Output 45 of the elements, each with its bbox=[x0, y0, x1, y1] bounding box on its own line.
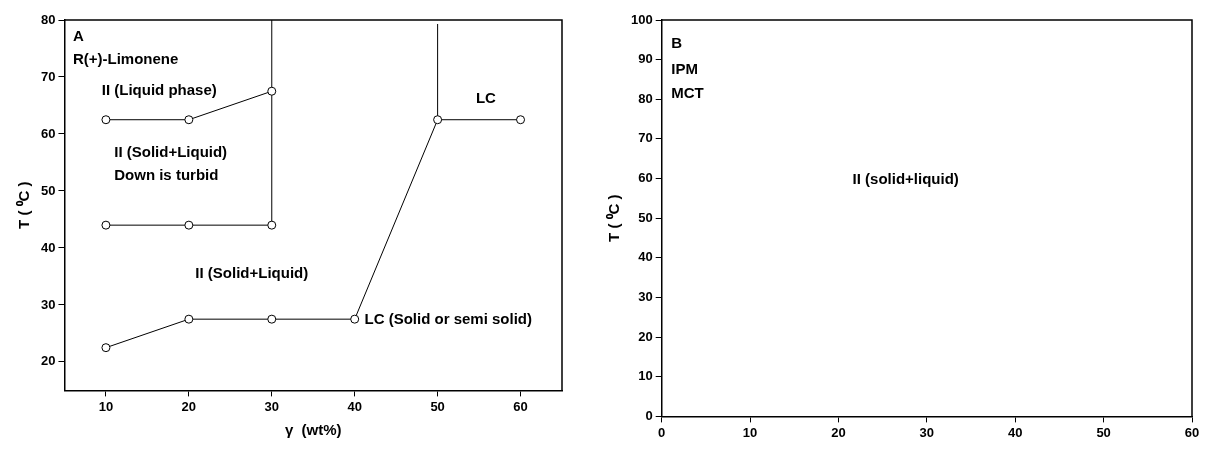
y-tick-label: 90 bbox=[638, 51, 653, 67]
y-tick-label: 80 bbox=[40, 11, 56, 27]
annotation: A bbox=[72, 27, 84, 45]
annotation: II (Solid+Liquid) bbox=[195, 264, 309, 282]
x-tick-label: 60 bbox=[513, 398, 528, 414]
y-tick-label: 30 bbox=[40, 296, 56, 312]
x-tick-label: 30 bbox=[919, 424, 935, 440]
x-tick-label: 10 bbox=[98, 398, 114, 414]
x-axis-title: γ (wt%) bbox=[284, 421, 342, 439]
x-tick-label: 40 bbox=[1008, 424, 1023, 440]
y-tick-label: 50 bbox=[40, 182, 56, 198]
annotation: B bbox=[671, 33, 683, 51]
annotation: Down is turbid bbox=[114, 165, 219, 183]
y-tick-label: 80 bbox=[638, 90, 653, 106]
annotation: R(+)-Limonene bbox=[72, 50, 179, 68]
annotation: LC (Solid or semi solid) bbox=[364, 310, 532, 328]
annotation: II (solid+liquid) bbox=[852, 170, 959, 188]
x-tick-label: 40 bbox=[347, 398, 362, 414]
x-tick-label: 20 bbox=[181, 398, 197, 414]
x-tick-label: 50 bbox=[1096, 424, 1111, 440]
y-tick-label: 20 bbox=[638, 328, 653, 344]
y-tick-label: 70 bbox=[638, 130, 653, 146]
y-axis-title: T ( ⁰C ) bbox=[605, 194, 623, 242]
y-tick-label: 100 bbox=[630, 11, 653, 27]
annotation: MCT bbox=[671, 84, 704, 102]
annotation: II (Solid+Liquid) bbox=[114, 143, 228, 161]
y-tick-label: 50 bbox=[638, 209, 653, 225]
x-tick-label: 50 bbox=[430, 398, 445, 414]
annotation: IPM bbox=[671, 60, 698, 78]
y-tick-label: 20 bbox=[40, 353, 56, 369]
x-tick-label: 10 bbox=[742, 424, 758, 440]
y-tick-label: 70 bbox=[40, 68, 56, 84]
x-tick-label: 30 bbox=[264, 398, 279, 414]
x-tick-label: 60 bbox=[1184, 424, 1200, 440]
y-tick-label: 40 bbox=[638, 249, 653, 265]
y-tick-label: 60 bbox=[40, 125, 56, 141]
annotation: LC bbox=[475, 88, 497, 106]
y-tick-label: 30 bbox=[638, 289, 653, 305]
x-tick-label: 20 bbox=[831, 424, 846, 440]
y-tick-label: 10 bbox=[638, 368, 653, 384]
annotation: II (Liquid phase) bbox=[101, 81, 217, 99]
x-tick-label: 0 bbox=[658, 424, 666, 440]
y-tick-label: 40 bbox=[40, 239, 56, 255]
y-tick-label: 60 bbox=[638, 170, 653, 186]
y-axis-title: T ( ⁰C ) bbox=[15, 181, 33, 229]
